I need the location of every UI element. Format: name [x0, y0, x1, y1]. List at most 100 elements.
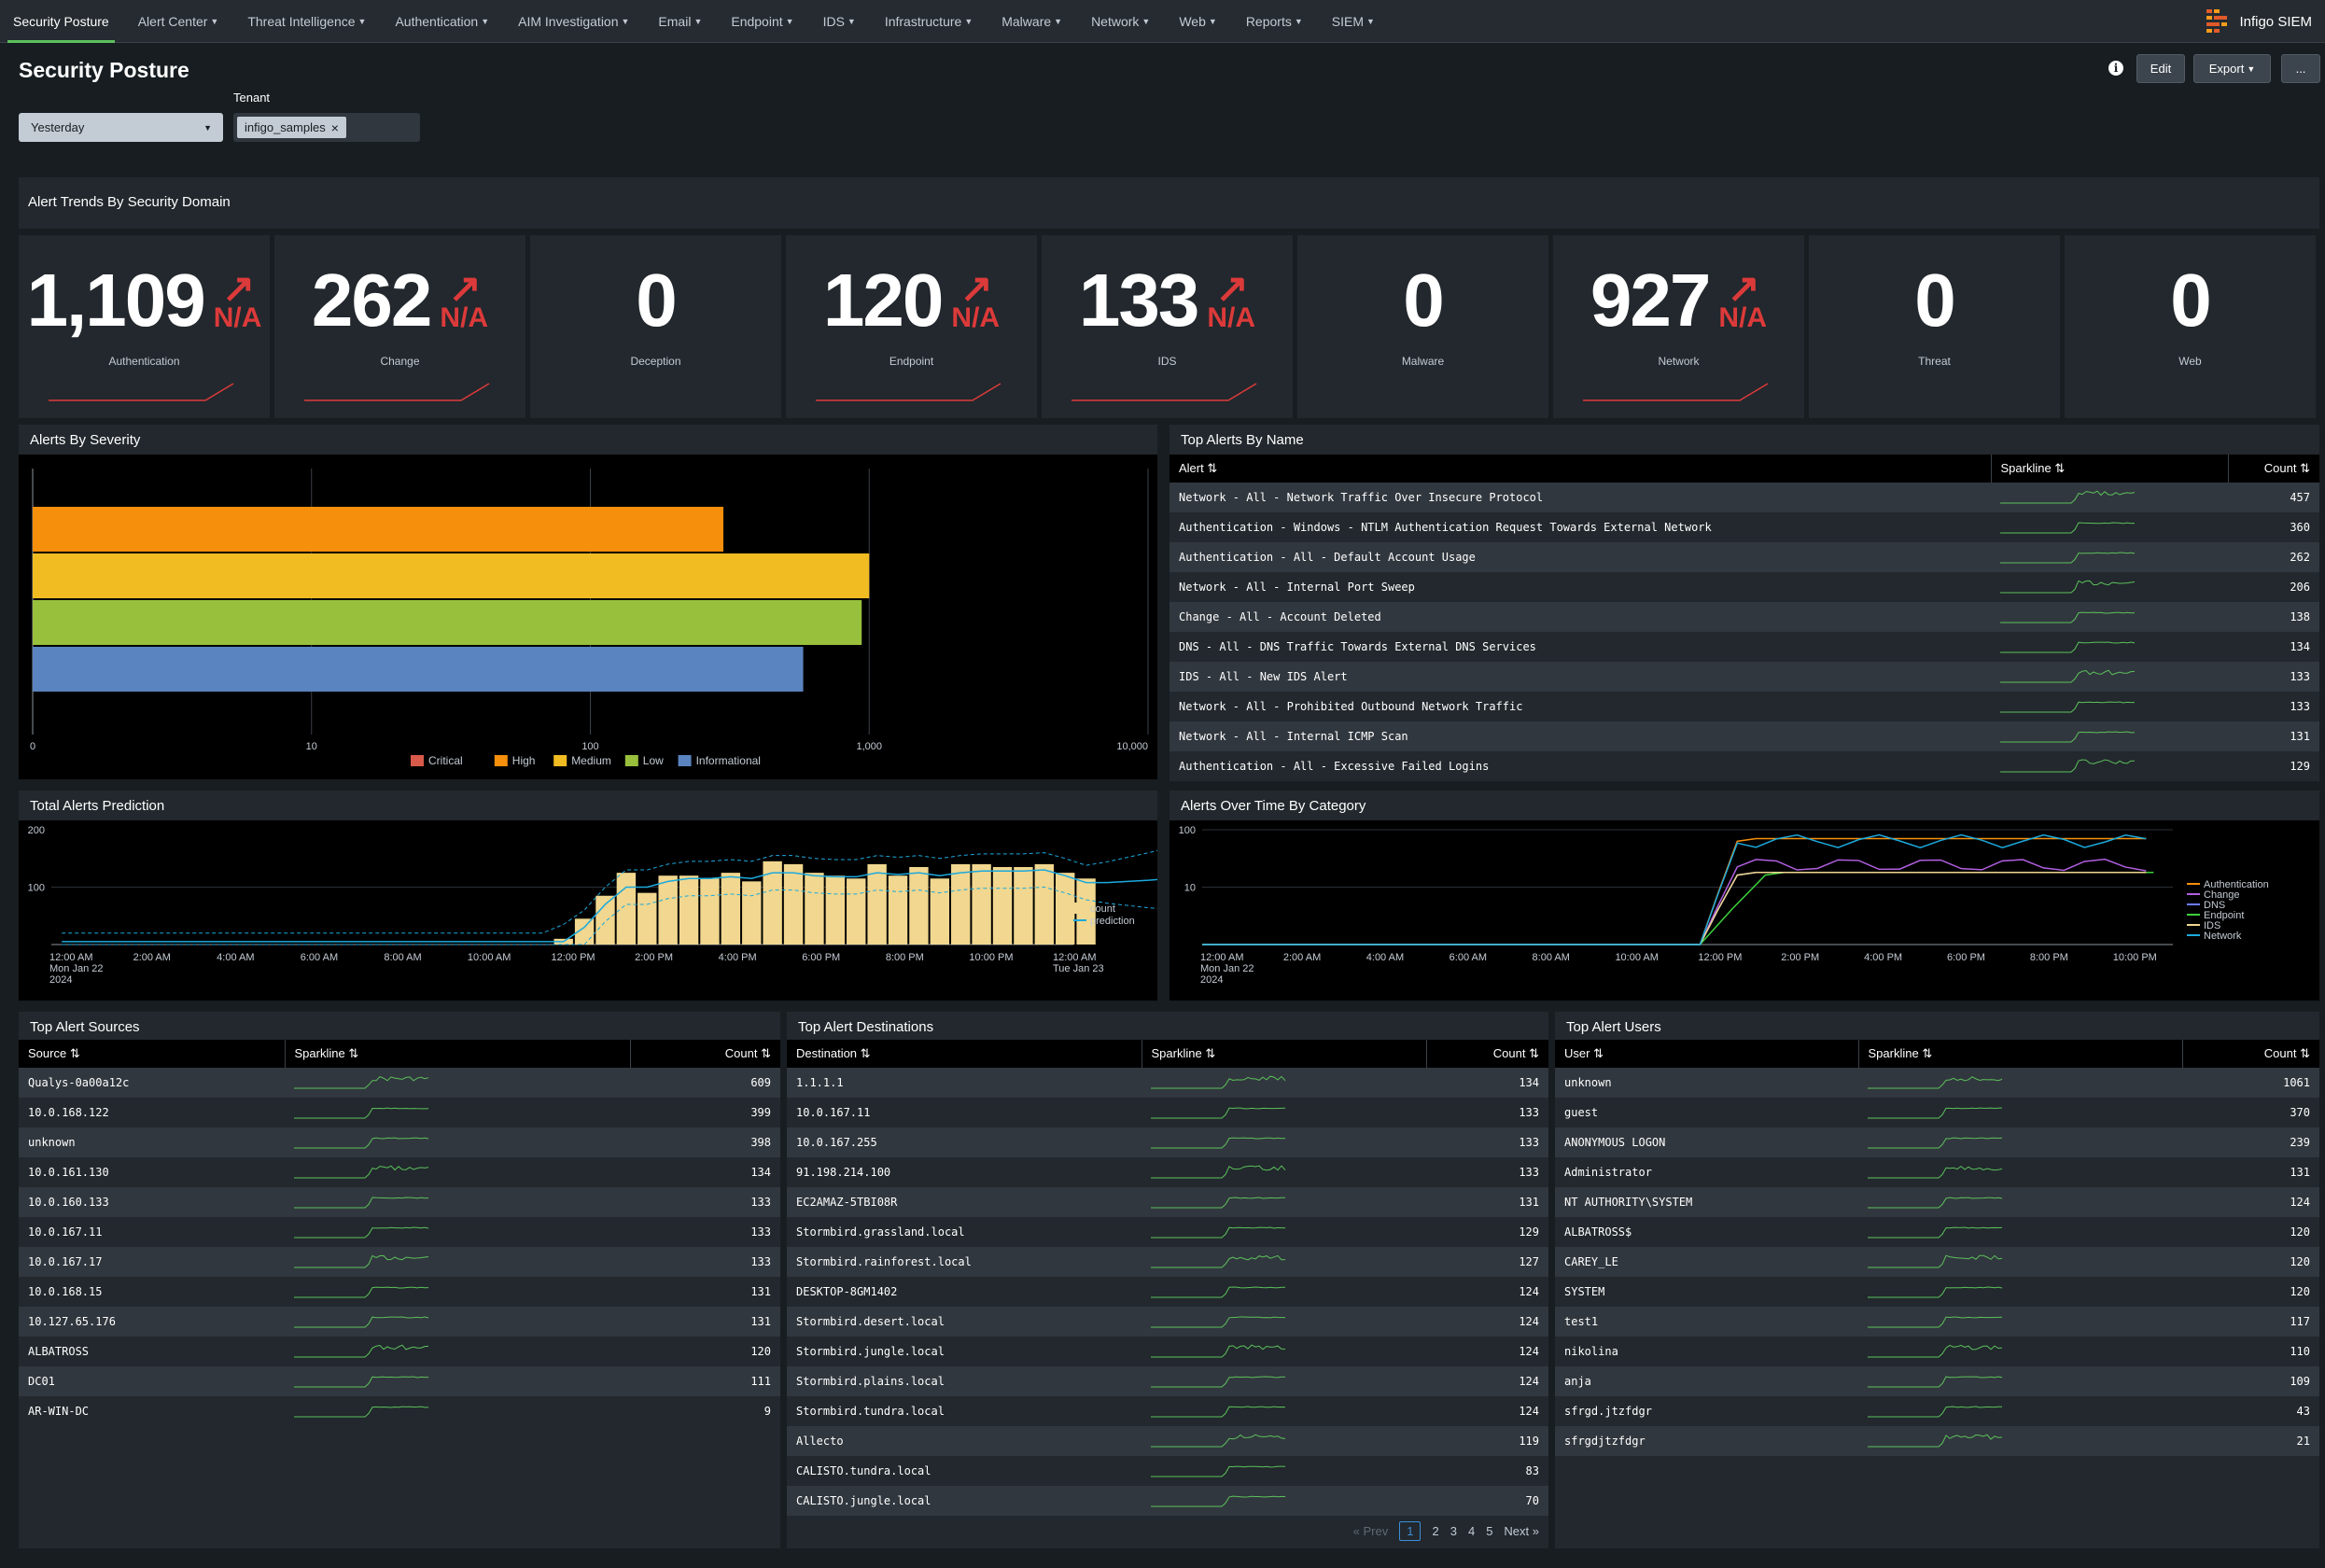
table-row[interactable]: NT AUTHORITY\SYSTEM 124 — [1555, 1187, 2319, 1217]
table-row[interactable]: test1 117 — [1555, 1307, 2319, 1337]
table-row[interactable]: Authentication - All - Default Account U… — [1170, 542, 2319, 572]
table-row[interactable]: ANONYMOUS LOGON 239 — [1555, 1127, 2319, 1157]
table-row[interactable]: 10.0.168.15 131 — [19, 1277, 780, 1307]
table-row[interactable]: CALISTO.tundra.local 83 — [787, 1456, 1548, 1486]
table-row[interactable]: Stormbird.desert.local 124 — [787, 1307, 1548, 1337]
table-row[interactable]: DC01 111 — [19, 1366, 780, 1396]
table-row[interactable]: 10.0.167.255 133 — [787, 1127, 1548, 1157]
nav-item-siem[interactable]: SIEM ▼ — [1332, 0, 1375, 43]
table-row[interactable]: anja 109 — [1555, 1366, 2319, 1396]
nav-item-reports[interactable]: Reports ▼ — [1246, 0, 1303, 43]
table-row[interactable]: Network - All - Network Traffic Over Ins… — [1170, 483, 2319, 512]
nav-item-authentication[interactable]: Authentication ▼ — [395, 0, 489, 43]
kpi-card-deception[interactable]: 0 Deception — [530, 235, 781, 418]
column-header-user[interactable]: User ⇅ — [1555, 1040, 1859, 1068]
table-row[interactable]: Authentication - All - Excessive Failed … — [1170, 751, 2319, 781]
column-header-sparkline[interactable]: Sparkline ⇅ — [285, 1040, 631, 1068]
more-button[interactable]: ... — [2281, 54, 2320, 83]
nav-item-network[interactable]: Network ▼ — [1091, 0, 1150, 43]
table-row[interactable]: Qualys-0a00a12c 609 — [19, 1068, 780, 1098]
column-header-sparkline[interactable]: Sparkline ⇅ — [1858, 1040, 2183, 1068]
table-row[interactable]: CAREY_LE 120 — [1555, 1247, 2319, 1277]
table-row[interactable]: Stormbird.rainforest.local 127 — [787, 1247, 1548, 1277]
nav-item-alert-center[interactable]: Alert Center ▼ — [138, 0, 219, 43]
table-row[interactable]: Network - All - Internal ICMP Scan 131 — [1170, 721, 2319, 751]
kpi-card-endpoint[interactable]: 120 ↗ N/A Endpoint — [786, 235, 1037, 418]
table-row[interactable]: nikolina 110 — [1555, 1337, 2319, 1366]
page-2-link[interactable]: 2 — [1432, 1524, 1439, 1538]
next-page-link[interactable]: Next » — [1504, 1524, 1539, 1538]
column-header-source[interactable]: Source ⇅ — [19, 1040, 286, 1068]
kpi-card-network[interactable]: 927 ↗ N/A Network — [1553, 235, 1804, 418]
nav-item-aim-investigation[interactable]: AIM Investigation ▼ — [518, 0, 629, 43]
table-row[interactable]: 10.127.65.176 131 — [19, 1307, 780, 1337]
nav-item-security-posture[interactable]: Security Posture — [7, 0, 115, 43]
table-row[interactable]: Authentication - Windows - NTLM Authenti… — [1170, 512, 2319, 542]
column-header-count[interactable]: Count ⇅ — [1426, 1040, 1548, 1068]
table-row[interactable]: DESKTOP-8GM1402 124 — [787, 1277, 1548, 1307]
table-row[interactable]: Network - All - Internal Port Sweep 206 — [1170, 572, 2319, 602]
kpi-card-malware[interactable]: 0 Malware — [1297, 235, 1548, 418]
table-row[interactable]: SYSTEM 120 — [1555, 1277, 2319, 1307]
kpi-card-change[interactable]: 262 ↗ N/A Change — [274, 235, 525, 418]
table-row[interactable]: 10.0.168.122 399 — [19, 1098, 780, 1127]
nav-item-threat-intelligence[interactable]: Threat Intelligence ▼ — [247, 0, 366, 43]
table-row[interactable]: sfrgd.jtzfdgr 43 — [1555, 1396, 2319, 1426]
table-row[interactable]: 10.0.167.11 133 — [787, 1098, 1548, 1127]
column-header-count[interactable]: Count ⇅ — [630, 1040, 780, 1068]
table-row[interactable]: Administrator 131 — [1555, 1157, 2319, 1187]
nav-item-web[interactable]: Web ▼ — [1179, 0, 1216, 43]
table-row[interactable]: unknown 1061 — [1555, 1068, 2319, 1098]
edit-button[interactable]: Edit — [2136, 54, 2185, 83]
info-icon[interactable]: i — [2108, 61, 2123, 76]
remove-chip-icon[interactable]: × — [330, 119, 339, 135]
table-row[interactable]: Change - All - Account Deleted 138 — [1170, 602, 2319, 632]
table-row[interactable]: 10.0.160.133 133 — [19, 1187, 780, 1217]
table-row[interactable]: unknown 398 — [19, 1127, 780, 1157]
nav-item-ids[interactable]: IDS ▼ — [823, 0, 856, 43]
table-row[interactable]: ALBATROSS$ 120 — [1555, 1217, 2319, 1247]
table-row[interactable]: Allecto 119 — [787, 1426, 1548, 1456]
tenant-multiselect[interactable]: infigo_samples × — [233, 113, 420, 142]
kpi-card-ids[interactable]: 133 ↗ N/A IDS — [1042, 235, 1293, 418]
column-header-destination[interactable]: Destination ⇅ — [787, 1040, 1142, 1068]
table-row[interactable]: Stormbird.grassland.local 129 — [787, 1217, 1548, 1247]
table-row[interactable]: CALISTO.jungle.local 70 — [787, 1486, 1548, 1516]
kpi-card-threat[interactable]: 0 Threat — [1809, 235, 2060, 418]
table-row[interactable]: 10.0.167.11 133 — [19, 1217, 780, 1247]
brand[interactable]: Infigo SIEM — [2206, 0, 2312, 43]
table-row[interactable]: AR-WIN-DC 9 — [19, 1396, 780, 1426]
table-row[interactable]: Stormbird.tundra.local 124 — [787, 1396, 1548, 1426]
prev-page-link[interactable]: « Prev — [1352, 1524, 1389, 1538]
nav-item-endpoint[interactable]: Endpoint ▼ — [731, 0, 793, 43]
table-row[interactable]: 1.1.1.1 134 — [787, 1068, 1548, 1098]
nav-item-infrastructure[interactable]: Infrastructure ▼ — [885, 0, 973, 43]
nav-item-malware[interactable]: Malware ▼ — [1001, 0, 1062, 43]
table-row[interactable]: ALBATROSS 120 — [19, 1337, 780, 1366]
table-row[interactable]: 91.198.214.100 133 — [787, 1157, 1548, 1187]
export-button[interactable]: Export ▼ — [2193, 54, 2271, 83]
table-row[interactable]: EC2AMAZ-5TBI08R 131 — [787, 1187, 1548, 1217]
table-row[interactable]: IDS - All - New IDS Alert 133 — [1170, 662, 2319, 692]
table-row[interactable]: DNS - All - DNS Traffic Towards External… — [1170, 632, 2319, 662]
column-header-sparkline[interactable]: Sparkline ⇅ — [1141, 1040, 1427, 1068]
page-3-link[interactable]: 3 — [1450, 1524, 1457, 1538]
table-row[interactable]: Stormbird.jungle.local 124 — [787, 1337, 1548, 1366]
table-row[interactable]: Stormbird.plains.local 124 — [787, 1366, 1548, 1396]
table-row[interactable]: sfrgdjtzfdgr 21 — [1555, 1426, 2319, 1456]
kpi-card-authentication[interactable]: 1,109 ↗ N/A Authentication — [19, 235, 270, 418]
kpi-card-web[interactable]: 0 Web — [2065, 235, 2316, 418]
page-5-link[interactable]: 5 — [1486, 1524, 1493, 1538]
column-header-sparkline[interactable]: Sparkline ⇅ — [1991, 455, 2229, 483]
nav-item-email[interactable]: Email ▼ — [658, 0, 702, 43]
column-header-count[interactable]: Count ⇅ — [2182, 1040, 2319, 1068]
column-header-count[interactable]: Count ⇅ — [2228, 455, 2319, 483]
table-row[interactable]: 10.0.167.17 133 — [19, 1247, 780, 1277]
page-4-link[interactable]: 4 — [1467, 1524, 1476, 1538]
column-header-alert[interactable]: Alert ⇅ — [1170, 455, 1992, 483]
page-1-link[interactable]: 1 — [1399, 1521, 1422, 1541]
table-row[interactable]: guest 370 — [1555, 1098, 2319, 1127]
time-range-picker[interactable]: Yesterday ▼ — [19, 113, 223, 142]
table-row[interactable]: Network - All - Prohibited Outbound Netw… — [1170, 692, 2319, 721]
table-row[interactable]: 10.0.161.130 134 — [19, 1157, 780, 1187]
